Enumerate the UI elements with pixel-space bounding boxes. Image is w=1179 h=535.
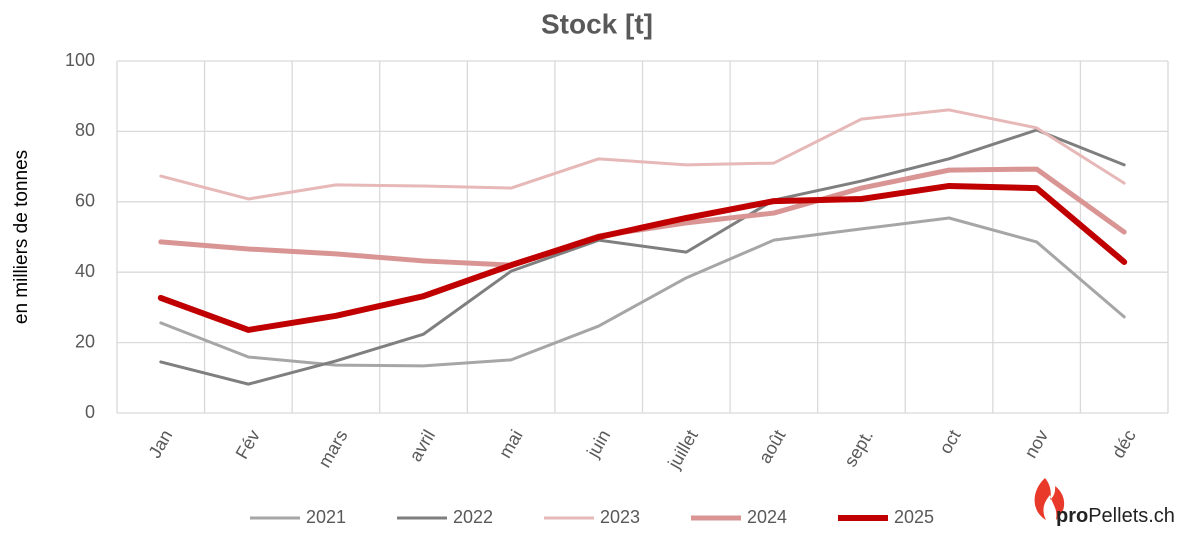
logo-bold: pro — [1056, 505, 1088, 527]
y-tick-label: 60 — [75, 191, 95, 211]
x-tick-label: sept. — [840, 426, 877, 470]
chart-title: Stock [t] — [541, 8, 653, 39]
legend-label: 2021 — [306, 507, 346, 527]
legend-label: 2024 — [747, 507, 787, 527]
x-tick-label: Jan — [145, 426, 177, 461]
legend-item: 2025 — [838, 507, 934, 527]
x-tick-label: juin — [582, 426, 614, 461]
legend-item: 2022 — [397, 507, 493, 527]
series-line — [159, 128, 1126, 386]
y-tick-label: 0 — [85, 402, 95, 422]
y-tick-label: 40 — [75, 261, 95, 281]
x-tick-label: août — [755, 426, 790, 466]
legend-item: 2024 — [691, 507, 787, 527]
x-tick-label: nov — [1020, 426, 1052, 461]
x-tick-label: juillet — [664, 426, 702, 472]
x-tick-label: déc — [1108, 426, 1140, 461]
x-tick-label: mai — [495, 426, 527, 461]
logo: proPellets.ch — [1034, 478, 1175, 527]
logo-text: proPellets.ch — [1056, 505, 1175, 527]
logo-flame — [1034, 478, 1065, 520]
y-tick-label: 80 — [75, 120, 95, 140]
y-axis-label: en milliers de tonnes — [11, 150, 32, 324]
series-line — [157, 182, 1128, 333]
legend-label: 2022 — [453, 507, 493, 527]
x-tick-label: Fév — [232, 426, 264, 462]
x-tick-label: oct — [935, 426, 964, 457]
y-tick-label: 100 — [65, 50, 95, 70]
y-tick-label: 20 — [75, 331, 95, 351]
logo-rest: Pellets.ch — [1088, 505, 1175, 527]
x-tick-label: mars — [314, 426, 351, 471]
legend-label: 2025 — [894, 507, 934, 527]
legend-item: 2023 — [544, 507, 640, 527]
legend-item: 2021 — [250, 507, 346, 527]
legend-label: 2023 — [600, 507, 640, 527]
series-line — [159, 108, 1126, 201]
x-tick-label: avril — [405, 426, 439, 465]
